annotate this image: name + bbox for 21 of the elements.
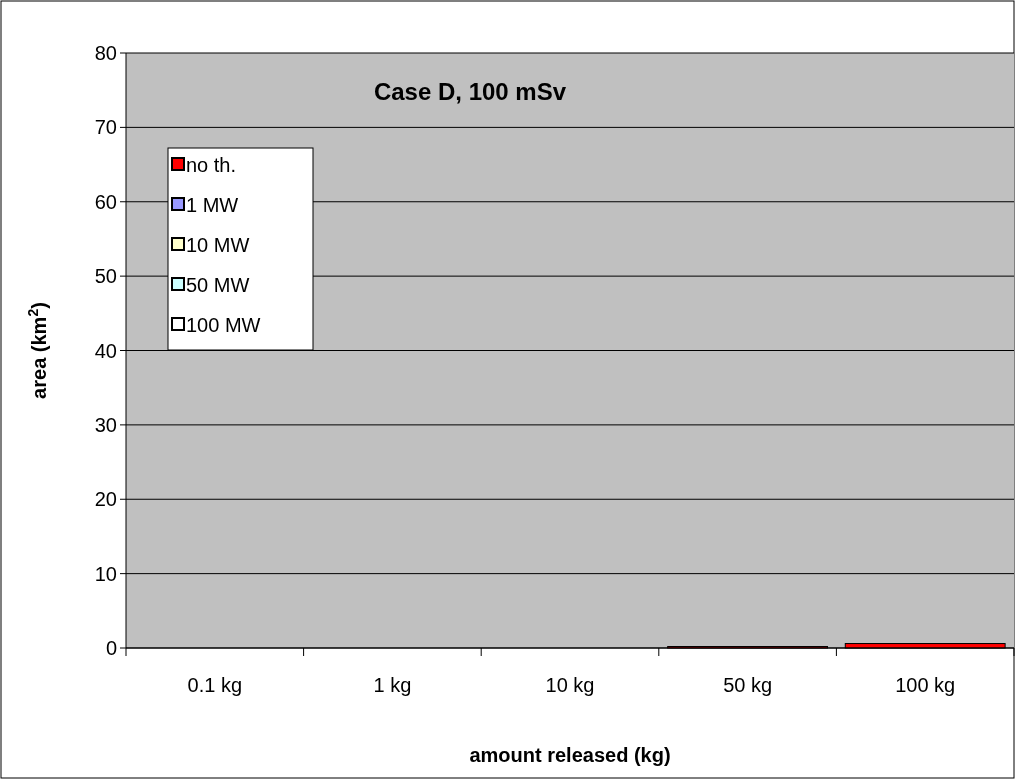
- legend-label: no th.: [186, 154, 237, 176]
- y-tick-label: 30: [94, 413, 117, 436]
- x-tick-label: 100 kg: [895, 674, 956, 696]
- x-axis-title: amount released (kg): [469, 744, 671, 766]
- legend-label: 10 MW: [186, 234, 250, 256]
- x-tick-label: 1 kg: [373, 674, 412, 696]
- y-tick-label: 60: [94, 190, 117, 213]
- x-tick-label: 0.1 kg: [187, 674, 243, 696]
- legend-label: 100 MW: [186, 314, 261, 336]
- y-tick-label: 80: [94, 42, 117, 64]
- y-tick-label: 70: [94, 116, 117, 139]
- y-tick-label: 0: [105, 637, 117, 659]
- x-tick-label: 10 kg: [545, 674, 595, 696]
- legend-label: 1 MW: [186, 194, 239, 216]
- text: Case D, 100 mSv: [373, 78, 567, 105]
- legend-label: 50 MW: [186, 274, 250, 296]
- y-tick-label: 20: [94, 488, 117, 511]
- y-tick-label: 40: [94, 339, 117, 362]
- x-tick-label: 50 kg: [723, 674, 773, 696]
- y-tick-label: 10: [94, 562, 117, 585]
- y-tick-label: 50: [94, 265, 117, 288]
